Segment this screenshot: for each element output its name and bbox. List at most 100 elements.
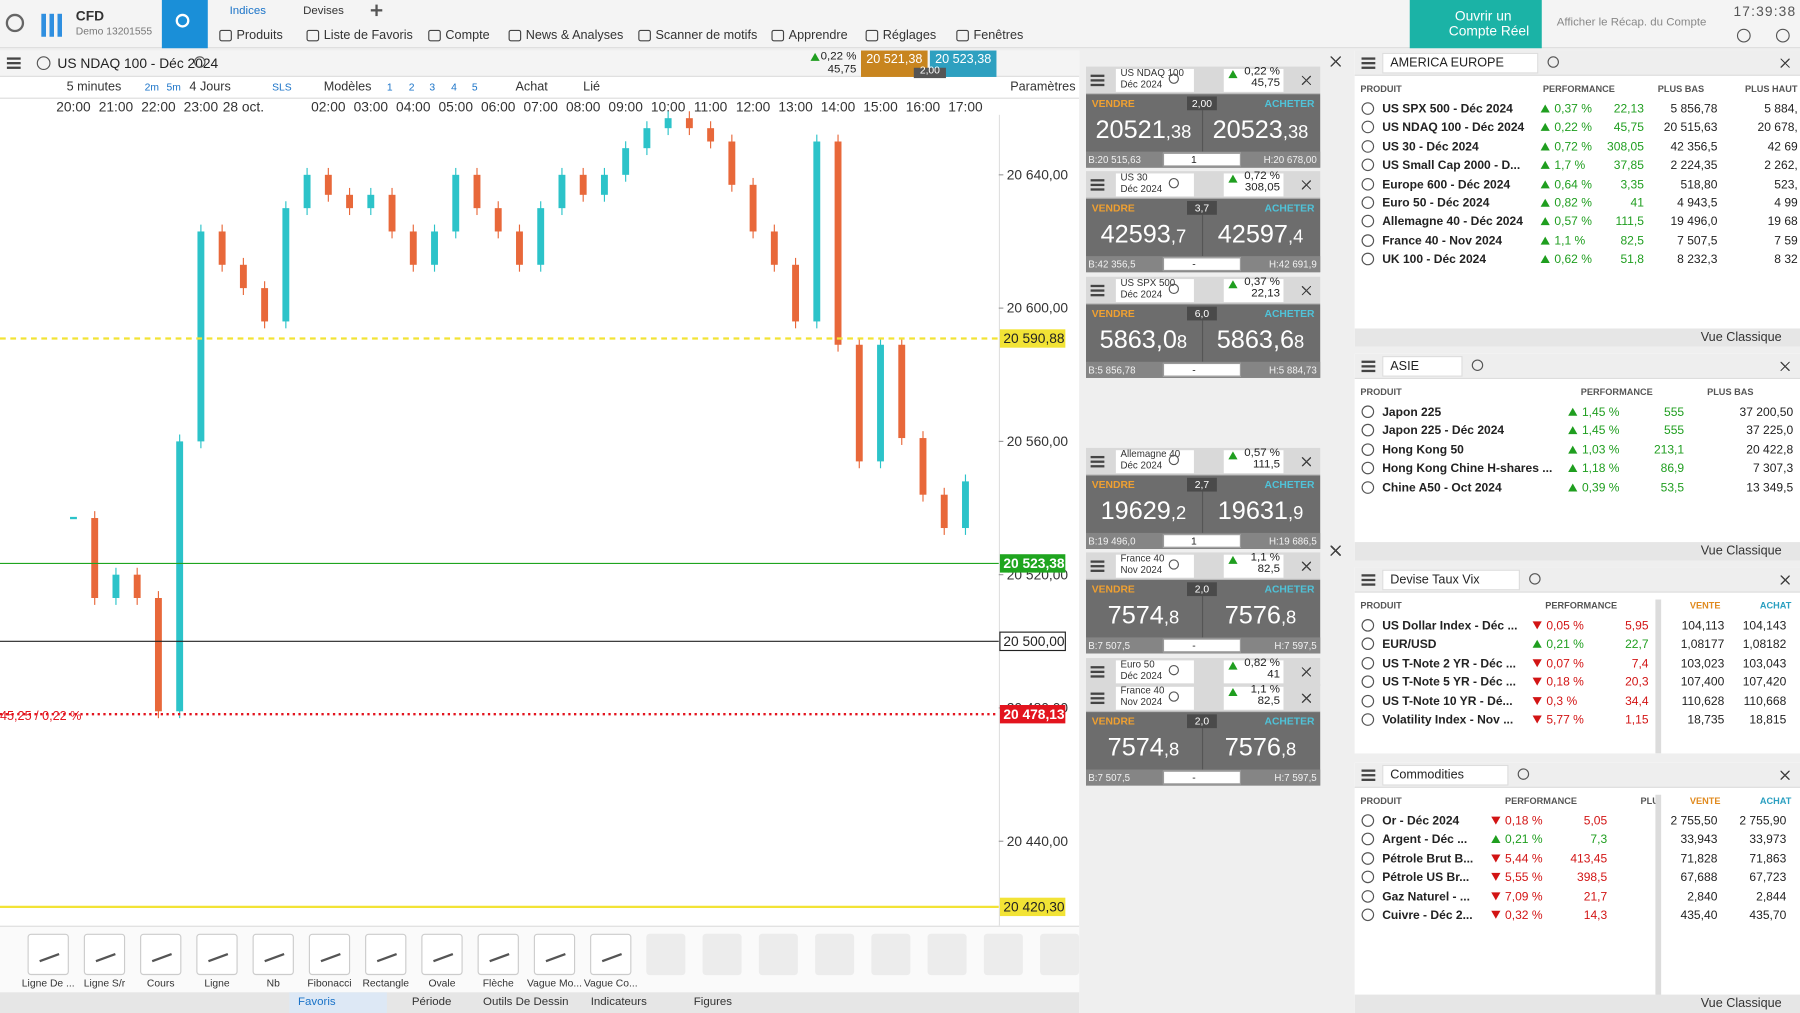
tile-close[interactable] [1301, 693, 1312, 703]
tool-button[interactable] [477, 933, 519, 976]
menu-item[interactable]: Liste de Favoris [323, 28, 413, 43]
product-name[interactable]: Japon 225 [1382, 405, 1442, 420]
tile-close[interactable] [1301, 285, 1312, 296]
product-name[interactable]: Cuivre - Déc 2... [1382, 908, 1473, 923]
info-icon[interactable] [1736, 28, 1751, 43]
product-name[interactable]: Allemagne 40 - Déc 2024 [1382, 215, 1523, 230]
tile-menu[interactable] [1090, 455, 1105, 468]
bottom-tab[interactable]: Indicateurs [590, 995, 647, 1009]
product-name[interactable]: Pétrole Brut B... [1382, 851, 1474, 866]
column-header[interactable]: PLUS BAS [1707, 387, 1754, 398]
panel-footer-link[interactable]: Vue Classique [1700, 996, 1782, 1011]
bottom-tab[interactable]: Outils De Dessin [483, 995, 569, 1009]
tile-search[interactable] [1168, 73, 1179, 84]
column-header[interactable]: PRODUIT [1360, 387, 1402, 398]
product-name[interactable]: Or - Déc 2024 [1382, 814, 1460, 829]
tool-button[interactable] [196, 933, 238, 976]
buy-price[interactable]: 7576,8 [1225, 730, 1297, 769]
buy-price[interactable]: 42597,4 [1218, 217, 1304, 256]
cta-button[interactable] [1409, 0, 1542, 49]
panel-search[interactable] [1547, 56, 1559, 68]
panel-close[interactable] [1780, 575, 1790, 585]
qty-box[interactable] [1162, 534, 1241, 548]
product-name[interactable]: US Small Cap 2000 - D... [1382, 158, 1521, 173]
column-header[interactable]: PERFORMANCE [1505, 795, 1577, 807]
sell-price[interactable]: 7574,8 [1108, 730, 1180, 769]
product-name[interactable]: Chine A50 - Oct 2024 [1382, 480, 1502, 495]
product-name[interactable]: US T-Note 5 YR - Déc ... [1382, 675, 1516, 690]
cta-line[interactable]: Ouvrir un [1454, 8, 1512, 25]
panel-menu[interactable] [1361, 360, 1376, 373]
profile-icon[interactable] [5, 13, 25, 33]
bottom-tab[interactable]: Favoris [298, 995, 336, 1009]
qty-box[interactable] [1162, 257, 1241, 272]
panel-title-box[interactable] [1382, 569, 1520, 591]
buy-price[interactable]: 20523,38 [1213, 113, 1309, 152]
column-header[interactable]: VENTE [1689, 795, 1721, 807]
qty-box[interactable] [1162, 770, 1241, 785]
column-header[interactable]: PRODUIT [1360, 795, 1402, 807]
tile-menu[interactable] [1090, 666, 1105, 678]
tile-menu[interactable] [1090, 692, 1105, 705]
toolbar-item[interactable]: Modèles [323, 80, 372, 95]
panel-menu[interactable] [1361, 57, 1376, 69]
column-header[interactable]: ACHAT [1759, 795, 1792, 807]
sell-price[interactable]: 20 521,38 [866, 52, 923, 67]
tile-search[interactable] [1168, 454, 1179, 466]
tool-button[interactable] [421, 933, 463, 976]
panel-close[interactable] [1780, 58, 1790, 68]
toolbar-item[interactable]: 5m [166, 81, 181, 94]
tile-close[interactable] [1301, 75, 1312, 85]
product-name[interactable]: US 30 - Déc 2024 [1382, 139, 1479, 154]
toolbar-item[interactable]: Paramètres [1010, 80, 1076, 95]
menu-item[interactable]: Fenêtres [973, 28, 1024, 43]
tool-button[interactable] [590, 933, 632, 976]
column-close[interactable] [1330, 56, 1341, 67]
tile-menu[interactable] [1090, 74, 1105, 87]
top-tab[interactable]: Devises [303, 4, 344, 18]
tile-search[interactable] [1168, 283, 1179, 295]
sell-price[interactable]: 5863,08 [1100, 323, 1187, 362]
toolbar-item[interactable]: SLS [272, 81, 292, 94]
product-name[interactable]: US T-Note 10 YR - Dé... [1382, 694, 1513, 709]
column-header[interactable]: VENTE [1689, 600, 1721, 612]
menu-item[interactable]: Produits [236, 28, 283, 43]
toolbar-item[interactable]: 3 [429, 81, 436, 94]
sell-price[interactable]: 20521,38 [1096, 113, 1192, 152]
panel-search[interactable] [1471, 359, 1484, 371]
tile-search[interactable] [1168, 691, 1179, 702]
column-close[interactable] [1330, 545, 1341, 556]
tool-button[interactable] [27, 933, 69, 976]
tile-close[interactable] [1301, 457, 1312, 467]
menu-icon[interactable] [6, 57, 21, 69]
buy-price[interactable]: 5863,68 [1217, 323, 1304, 362]
search-icon[interactable] [194, 56, 206, 68]
tool-button[interactable] [365, 933, 407, 976]
qty-box[interactable] [1162, 638, 1241, 653]
product-name[interactable]: Hong Kong 50 [1382, 443, 1464, 457]
product-name[interactable]: UK 100 - Déc 2024 [1382, 252, 1487, 267]
menu-item[interactable]: Scanner de motifs [655, 28, 758, 43]
top-tab[interactable]: Indices [229, 4, 266, 18]
panel-menu[interactable] [1361, 769, 1376, 781]
panel-menu[interactable] [1361, 574, 1376, 586]
panel-title-box[interactable] [1382, 764, 1509, 786]
qty-box[interactable] [1162, 152, 1241, 167]
sell-price[interactable]: 19629,2 [1101, 494, 1187, 533]
tile-search[interactable] [1168, 559, 1179, 570]
toolbar-item[interactable]: 2m [144, 81, 160, 94]
tile-close[interactable] [1301, 667, 1312, 677]
settings-icon[interactable] [1775, 28, 1790, 43]
menu-item[interactable]: News & Analyses [525, 28, 624, 43]
tool-button[interactable] [252, 933, 294, 976]
menu-item[interactable]: Réglages [882, 28, 937, 43]
menu-item[interactable]: Apprendre [788, 28, 848, 43]
product-name[interactable]: US SPX 500 - Déc 2024 [1382, 102, 1513, 116]
menu-item[interactable]: Compte [445, 28, 490, 43]
panel-footer-link[interactable]: Vue Classique [1700, 330, 1782, 345]
panel-search[interactable] [1529, 573, 1541, 585]
qty-box[interactable] [1162, 362, 1241, 377]
toolbar-item[interactable]: Achat [515, 80, 548, 95]
buy-price[interactable]: 20 523,38 [935, 52, 992, 67]
cta-line[interactable]: Compte Réel [1448, 22, 1530, 40]
